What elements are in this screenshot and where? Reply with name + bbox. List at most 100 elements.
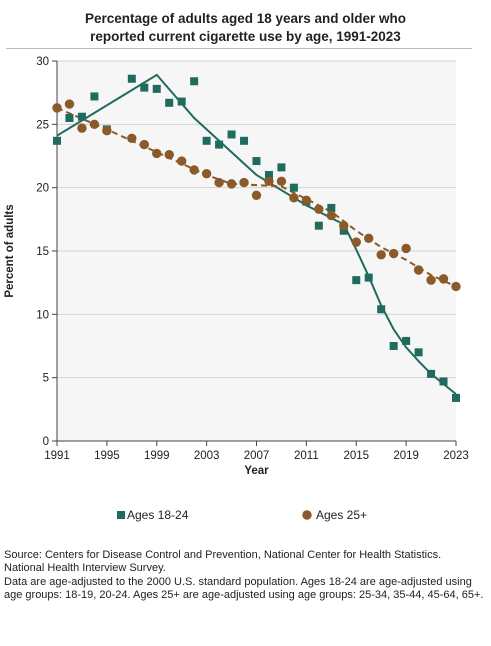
legend-item-ages-18-24[interactable]: Ages 18-24 — [117, 508, 189, 522]
point-ages-25-plus-2017[interactable] — [376, 250, 386, 260]
point-ages-25-plus-1998[interactable] — [139, 139, 149, 150]
point-ages-18-24-2018[interactable] — [389, 342, 398, 350]
y-tick-label-10: 10 — [36, 309, 49, 321]
point-ages-25-plus-1991[interactable] — [52, 103, 62, 113]
point-ages-25-plus-2008[interactable] — [264, 176, 274, 187]
data-note: Data are age-adjusted to the 2000 U.S. s… — [4, 575, 484, 601]
point-ages-18-24-2007[interactable] — [252, 157, 261, 166]
source-notes: Source: Centers for Disease Control and … — [4, 549, 484, 602]
point-ages-18-24-2020[interactable] — [414, 348, 423, 357]
x-tick-label-2019: 2019 — [393, 450, 419, 462]
point-ages-18-24-2021[interactable] — [427, 369, 436, 378]
point-ages-25-plus-2010[interactable] — [289, 193, 299, 203]
point-ages-25-plus-2015[interactable] — [351, 237, 361, 247]
legend-marker-ages-25-plus — [302, 510, 312, 520]
gridlines — [57, 60, 456, 379]
point-ages-25-plus-1995[interactable] — [102, 125, 112, 136]
legend-label-ages-18-24: Ages 18-24 — [127, 508, 189, 522]
point-ages-25-plus-2011[interactable] — [301, 195, 312, 206]
point-ages-18-24-2003[interactable] — [202, 136, 211, 145]
legend: Ages 18-24 Ages 25+ — [117, 508, 367, 522]
point-ages-18-24-2022[interactable] — [439, 377, 448, 386]
legend-marker-ages-18-24 — [117, 511, 125, 519]
point-ages-25-plus-2023[interactable] — [451, 281, 461, 292]
point-ages-25-plus-2009[interactable] — [276, 176, 287, 187]
y-tick-label-25: 25 — [36, 119, 49, 131]
point-ages-18-24-1994[interactable] — [90, 92, 99, 101]
data-points — [52, 74, 461, 402]
point-ages-25-plus-2016[interactable] — [364, 233, 374, 244]
point-ages-18-24-2023[interactable] — [452, 393, 460, 402]
point-ages-18-24-1997[interactable] — [127, 74, 136, 83]
y-axis-ticks: 0 5 10 15 20 25 30 — [36, 56, 57, 448]
point-ages-25-plus-2006[interactable] — [239, 177, 249, 188]
point-ages-25-plus-2013[interactable] — [326, 210, 337, 221]
point-ages-18-24-2005[interactable] — [227, 130, 236, 139]
chart-canvas: 1991 1995 1999 2003 2007 2011 2015 2019 2023 051… — [4, 56, 469, 522]
x-tick-label-1991: 1991 — [44, 450, 70, 462]
x-axis-label: Year — [244, 465, 269, 477]
point-ages-25-plus-2002[interactable] — [189, 165, 199, 175]
point-ages-25-plus-1994[interactable] — [89, 119, 100, 130]
point-ages-25-plus-2005[interactable] — [226, 179, 237, 189]
x-tick-label-1995: 1995 — [94, 450, 120, 462]
legend-label-ages-25-plus: Ages 25+ — [316, 508, 367, 522]
point-ages-18-24-2008[interactable] — [264, 171, 273, 179]
point-ages-25-plus-2001[interactable] — [176, 156, 187, 166]
y-tick-label-15: 15 — [36, 246, 49, 258]
point-ages-18-24-1993[interactable] — [77, 112, 86, 121]
point-ages-25-plus-2012[interactable] — [314, 204, 324, 214]
point-ages-18-24-2019[interactable] — [402, 336, 411, 345]
point-ages-18-24-1999[interactable] — [152, 84, 161, 93]
point-ages-18-24-2001[interactable] — [177, 97, 186, 106]
point-ages-25-plus-2018[interactable] — [388, 248, 399, 259]
x-tick-label-2023: 2023 — [443, 450, 469, 462]
title-divider — [6, 48, 472, 49]
y-tick-label-30: 30 — [36, 56, 49, 68]
source-citation: Source: Centers for Disease Control and … — [4, 549, 442, 575]
point-ages-25-plus-1999[interactable] — [152, 148, 162, 159]
point-ages-18-24-2010[interactable] — [289, 183, 298, 192]
point-ages-18-24-2017[interactable] — [377, 305, 386, 314]
x-tick-label-2007: 2007 — [244, 450, 270, 462]
point-ages-18-24-2002[interactable] — [190, 77, 199, 86]
chart-title-line-2: reported current cigarette use by age, 1… — [90, 29, 401, 44]
point-ages-25-plus-1992[interactable] — [64, 99, 75, 109]
y-tick-label-0: 0 — [43, 436, 49, 448]
chart-title: Percentage of adults aged 18 years and o… — [0, 10, 491, 46]
point-ages-25-plus-2014[interactable] — [339, 220, 349, 231]
point-ages-25-plus-1993[interactable] — [77, 123, 87, 133]
x-tick-label-2015: 2015 — [343, 450, 369, 462]
point-ages-18-24-1991[interactable] — [53, 136, 61, 145]
x-tick-label-1999: 1999 — [144, 450, 170, 462]
point-ages-18-24-2000[interactable] — [165, 98, 174, 107]
point-ages-18-24-1992[interactable] — [65, 114, 74, 122]
point-ages-25-plus-2021[interactable] — [426, 275, 436, 285]
point-ages-18-24-2015[interactable] — [352, 276, 361, 285]
point-ages-25-plus-2022[interactable] — [438, 274, 449, 284]
point-ages-25-plus-1997[interactable] — [127, 133, 137, 143]
x-tick-label-2011: 2011 — [294, 450, 319, 462]
point-ages-18-24-2013[interactable] — [327, 203, 336, 212]
point-ages-18-24-1998[interactable] — [140, 83, 149, 92]
legend-item-ages-25-plus[interactable]: Ages 25+ — [302, 508, 367, 522]
point-ages-25-plus-2020[interactable] — [413, 265, 424, 275]
point-ages-18-24-2012[interactable] — [314, 221, 323, 230]
chart-title-line-1: Percentage of adults aged 18 years and o… — [84, 11, 407, 26]
point-ages-18-24-2014[interactable] — [339, 226, 348, 235]
point-ages-18-24-2009[interactable] — [277, 163, 286, 172]
point-ages-25-plus-2004[interactable] — [214, 177, 224, 188]
x-tick-label-2003: 2003 — [194, 450, 220, 462]
point-ages-18-24-2016[interactable] — [364, 273, 373, 282]
point-ages-18-24-2004[interactable] — [215, 140, 224, 149]
trend-line-ages-25-plus — [56, 106, 457, 288]
point-ages-25-plus-2003[interactable] — [201, 169, 212, 179]
point-ages-25-plus-2000[interactable] — [164, 150, 174, 160]
x-axis-ticks: 1991 1995 1999 2003 2007 2011 2015 2019 2023 — [44, 441, 469, 462]
point-ages-18-24-2006[interactable] — [240, 136, 249, 145]
y-axis-label: Percent of adults — [4, 204, 16, 297]
point-ages-25-plus-2007[interactable] — [251, 190, 262, 200]
y-tick-label-5: 5 — [43, 373, 49, 385]
y-tick-label-20: 20 — [36, 183, 49, 195]
point-ages-25-plus-2019[interactable] — [401, 243, 411, 254]
